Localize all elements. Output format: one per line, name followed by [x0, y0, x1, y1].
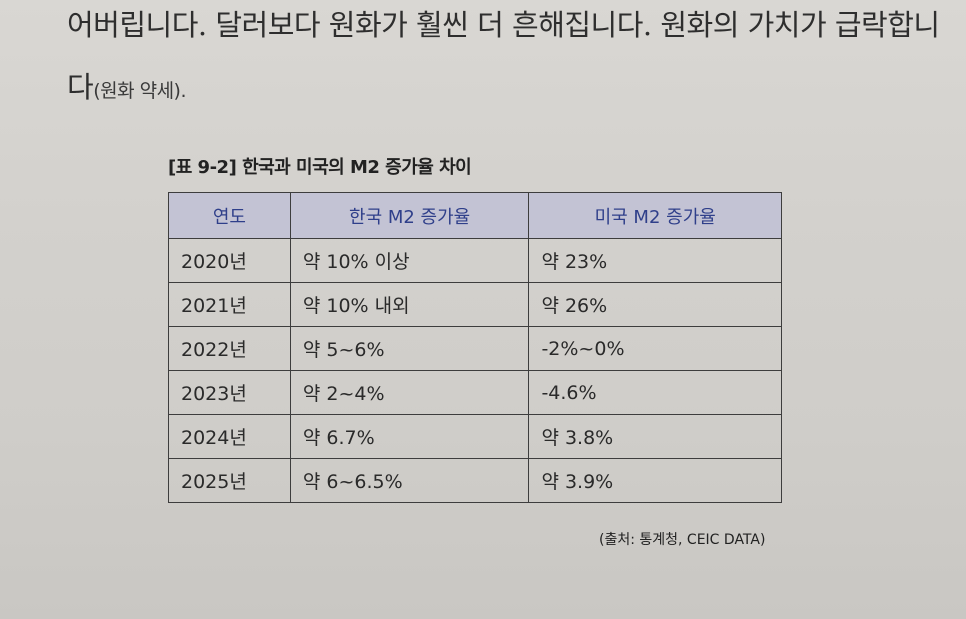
table-row: 2025년 약 6~6.5% 약 3.9%	[168, 458, 782, 503]
m2-growth-table: 연도 한국 M2 증가율 미국 M2 증가율 2020년 약 10% 이상 약 …	[168, 192, 782, 503]
cell-us: -4.6%	[528, 370, 782, 415]
cell-korea: 약 2~4%	[289, 370, 530, 415]
cell-us: 약 3.9%	[528, 458, 782, 503]
paragraph-line-2-main: 다	[67, 70, 94, 104]
cell-us: 약 3.8%	[528, 414, 782, 459]
table-header-row: 연도 한국 M2 증가율 미국 M2 증가율	[168, 192, 782, 239]
header-korea-m2: 한국 M2 증가율	[289, 192, 530, 239]
cell-korea: 약 10% 이상	[289, 238, 530, 283]
cell-korea: 약 6.7%	[289, 414, 530, 459]
cell-year: 2022년	[168, 326, 291, 371]
paragraph-line-1: 어버립니다. 달러보다 원화가 훨씬 더 흔해집니다. 원화의 가치가 급락합니	[67, 8, 940, 42]
table-row: 2024년 약 6.7% 약 3.8%	[168, 414, 782, 459]
cell-year: 2023년	[168, 370, 291, 415]
cell-year: 2021년	[168, 282, 291, 327]
header-us-m2: 미국 M2 증가율	[528, 192, 782, 239]
cell-korea: 약 6~6.5%	[289, 458, 530, 503]
cell-us: 약 26%	[528, 282, 782, 327]
paragraph-line-2-paren: (원화 약세).	[93, 80, 187, 102]
cell-korea: 약 5~6%	[289, 326, 530, 371]
table-caption: [표 9-2] 한국과 미국의 M2 증가율 차이	[168, 157, 472, 178]
header-year: 연도	[168, 192, 291, 239]
cell-us: -2%~0%	[528, 326, 782, 371]
cell-year: 2020년	[168, 238, 291, 283]
table-row: 2020년 약 10% 이상 약 23%	[168, 238, 782, 283]
table-row: 2023년 약 2~4% -4.6%	[168, 370, 782, 415]
cell-us: 약 23%	[528, 238, 782, 283]
table-row: 2022년 약 5~6% -2%~0%	[168, 326, 782, 371]
cell-korea: 약 10% 내외	[289, 282, 530, 327]
paragraph-line-2: 다(원화 약세).	[67, 64, 187, 106]
table-source-note: (출처: 통계청, CEIC DATA)	[599, 532, 766, 548]
table-row: 2021년 약 10% 내외 약 26%	[168, 282, 782, 327]
cell-year: 2024년	[168, 414, 291, 459]
cell-year: 2025년	[168, 458, 291, 503]
